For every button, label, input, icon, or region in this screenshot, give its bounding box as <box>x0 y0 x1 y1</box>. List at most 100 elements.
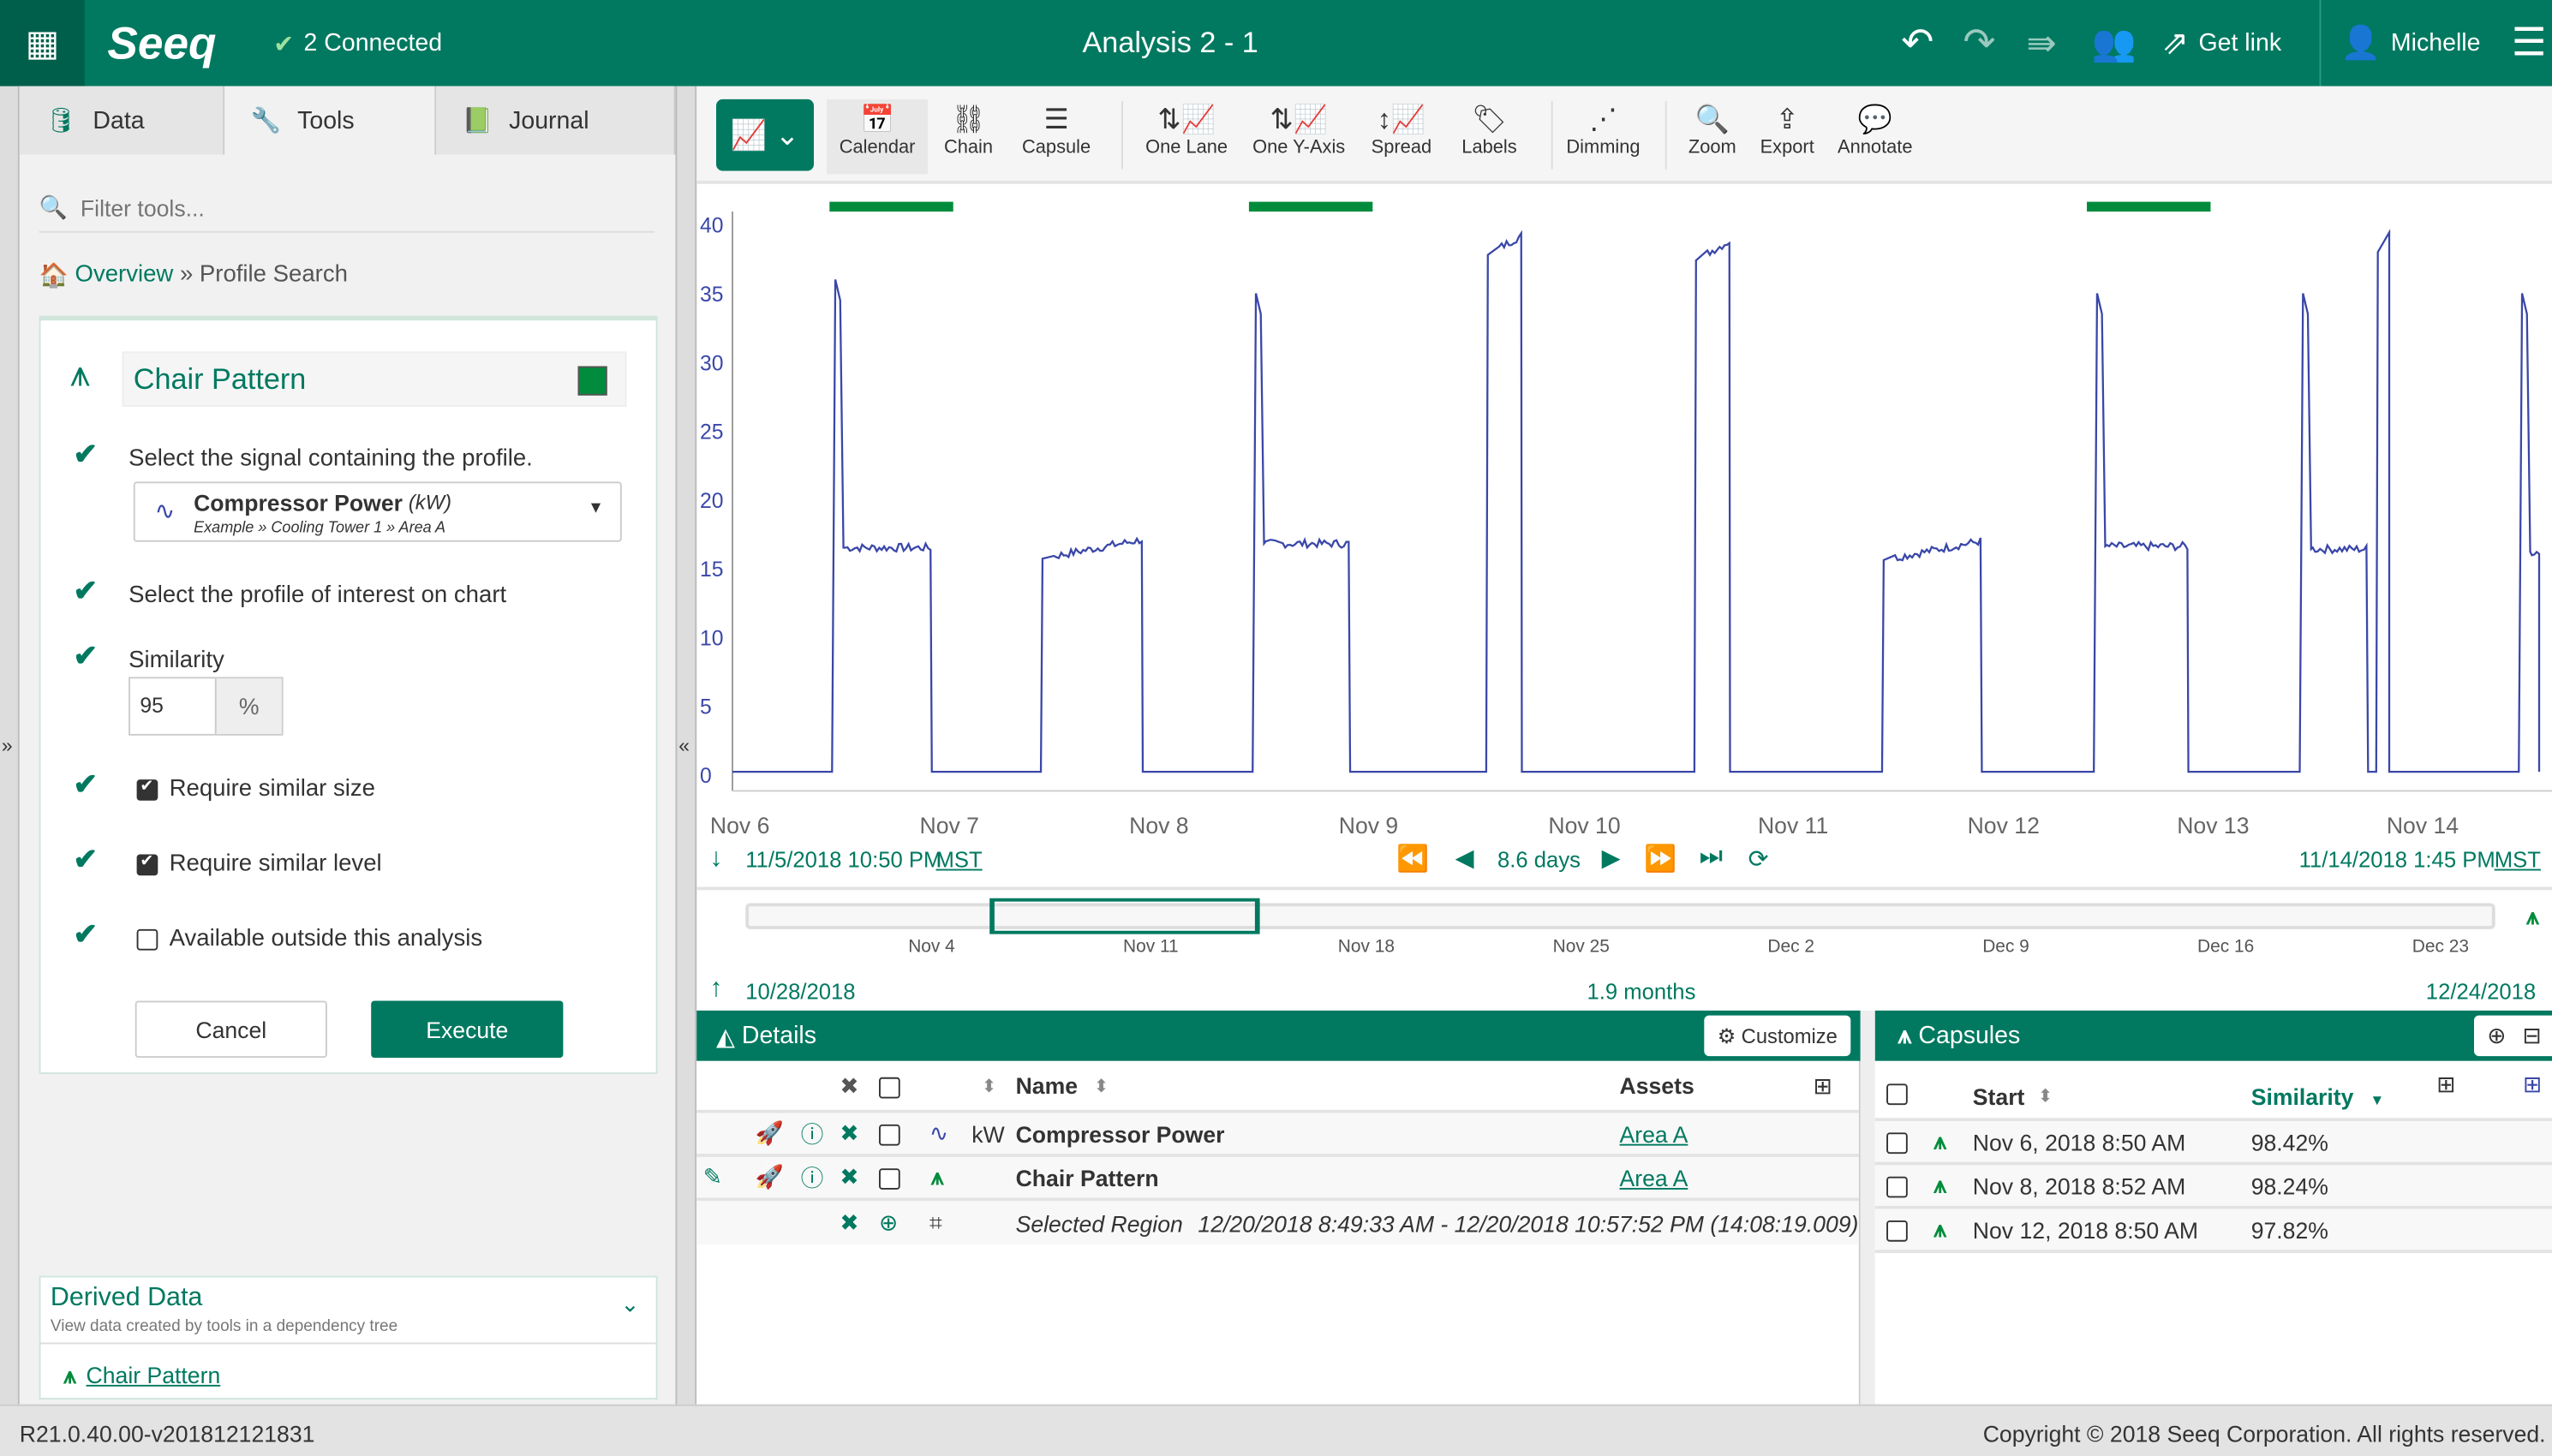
table-row[interactable]: 🚀 ⓘ ✖ ∿ kW Compressor Power Area A <box>696 1113 1859 1157</box>
toolbar-calendar-button[interactable]: 📅 Calendar <box>839 104 916 158</box>
remove-all-icon[interactable]: ✖ <box>840 1071 859 1098</box>
redo-all-icon[interactable]: ⇛ <box>2026 21 2057 63</box>
cancel-button[interactable]: Cancel <box>134 1000 327 1058</box>
outside-analysis-checkbox[interactable] <box>136 928 158 951</box>
capsule-bar <box>2087 201 2211 212</box>
tab-data[interactable]: 🛢 Data <box>19 86 225 155</box>
toolbar-export-button[interactable]: ⇪ Export <box>1760 104 1814 158</box>
navigator-track[interactable] <box>745 903 2495 929</box>
redo-icon[interactable]: ↷ <box>1963 21 1996 66</box>
tool-name-input[interactable]: Chair Pattern <box>122 351 627 407</box>
app-grid-icon[interactable]: ▦ <box>0 0 85 87</box>
panel-divider[interactable]: « <box>675 86 697 1405</box>
sort-icon[interactable]: ⬍ <box>981 1076 997 1096</box>
toolbar-capsule-button[interactable]: ☰ Capsule <box>1021 104 1091 158</box>
toolbar-labels-button[interactable]: 🏷 Labels <box>1461 104 1517 158</box>
duration[interactable]: 8.6 days <box>1497 847 1581 873</box>
crop-icon[interactable]: ⌗ <box>929 1208 942 1236</box>
capsule-row[interactable]: ⩚ Nov 8, 2018 8:52 AM 98.24% <box>1874 1165 2552 1209</box>
expand-icon[interactable]: » <box>1 733 13 757</box>
toolbar-spread-button[interactable]: ↕📈 Spread <box>1371 104 1432 158</box>
info-icon[interactable]: ⓘ <box>800 1164 824 1190</box>
y-tick-label: 25 <box>700 421 723 445</box>
calendar-icon: 📅 <box>859 104 895 135</box>
toolbar-zoom-button[interactable]: 🔍 Zoom <box>1688 104 1736 158</box>
step-back-far-icon[interactable]: ⏪ <box>1396 846 1430 874</box>
row-checkbox[interactable] <box>879 1124 900 1146</box>
tab-tools[interactable]: 🔧 Tools <box>224 86 437 155</box>
execute-button[interactable]: Execute <box>371 1000 564 1058</box>
end-time[interactable]: 11/14/2018 1:45 PM <box>2298 847 2495 873</box>
sort-icon[interactable]: ⬍ <box>2037 1087 2053 1107</box>
toolbar-one-y-axis-button[interactable]: ⇅📈 One Y-Axis <box>1252 104 1346 158</box>
undo-icon[interactable]: ↶ <box>1901 21 1934 66</box>
row-checkbox[interactable] <box>1886 1220 1908 1242</box>
require-level-checkbox[interactable] <box>136 853 158 876</box>
toolbar-one-lane-button[interactable]: ⇅📈 One Lane <box>1145 104 1228 158</box>
hamburger-menu-icon[interactable]: ☰ <box>2511 21 2547 66</box>
toolbar-dimming-button[interactable]: ⋰ Dimming <box>1566 104 1641 158</box>
add-column-icon[interactable]: ⊞ <box>2436 1071 2456 1097</box>
breadcrumb-overview[interactable]: Overview <box>75 261 174 289</box>
sort-icon[interactable]: ⬍ <box>1093 1076 1109 1096</box>
sort-desc-icon[interactable]: ▼ <box>2370 1090 2385 1107</box>
minimize-icon[interactable]: ⊟ <box>2522 1022 2542 1048</box>
signal-select[interactable]: ∿ Compressor Power (kW) Example » Coolin… <box>133 481 622 542</box>
capsule-zoom-buttons[interactable]: ⊕ ⊟ <box>2474 1015 2552 1057</box>
info-icon[interactable]: ⓘ <box>800 1120 824 1147</box>
color-picker[interactable] <box>577 366 607 396</box>
remove-icon[interactable]: ✖ <box>840 1163 859 1190</box>
one-lane-icon: ⇅📈 <box>1157 104 1216 135</box>
user-menu[interactable]: 👤 Michelle <box>2319 0 2480 87</box>
capsule-row[interactable]: ⩚ Nov 6, 2018 8:50 AM 98.42% <box>1874 1121 2552 1166</box>
get-link-button[interactable]: ⇗ Get link <box>2161 0 2281 87</box>
table-row[interactable]: ✎ 🚀 ⓘ ✖ ⩚ Chair Pattern Area A <box>696 1156 1859 1202</box>
select-all-checkbox[interactable] <box>1886 1083 1908 1106</box>
analysis-title[interactable]: Analysis 2 - 1 <box>1082 26 1258 59</box>
capsule-row[interactable]: ⩚ Nov 12, 2018 8:50 AM 97.82% <box>1874 1208 2552 1253</box>
view-selector-button[interactable]: 📈 ⌄ <box>716 98 814 171</box>
connection-status[interactable]: ✔ 2 Connected <box>273 29 443 58</box>
gears-icon: ⚙ <box>1717 1025 1736 1048</box>
refresh-icon[interactable]: ⟳ <box>1748 846 1769 874</box>
similarity-input[interactable]: 95 % <box>128 677 284 736</box>
derived-item[interactable]: ⩚ Chair Pattern <box>63 1362 221 1388</box>
add-column-icon[interactable]: ⊞ <box>1813 1071 1832 1098</box>
arrow-up-icon[interactable]: ↑ <box>709 975 723 1003</box>
filter-tools[interactable]: 🔍 <box>39 184 654 233</box>
check-icon: ✔ <box>73 574 99 607</box>
filter-tools-input[interactable] <box>80 194 569 221</box>
step-forward-icon[interactable]: ▶ <box>1601 844 1621 873</box>
toolbar-chain-button[interactable]: ⛓ Chain <box>943 104 994 158</box>
jump-to-now-icon[interactable]: ⏭ <box>1699 843 1723 871</box>
navigator-tick: Nov 4 <box>908 937 955 958</box>
step-back-icon[interactable]: ◀ <box>1455 844 1474 873</box>
add-column-icon[interactable]: ⊞ <box>2523 1071 2543 1097</box>
row-checkbox[interactable] <box>1886 1176 1908 1198</box>
trend-chart[interactable]: 0 5 10 15 20 25 30 35 40 Nov 6 Nov 7 Nov 8 Nov 9 Nov … <box>696 188 2552 887</box>
edit-icon[interactable]: ✎ <box>702 1163 723 1190</box>
row-checkbox[interactable] <box>1886 1132 1908 1155</box>
rocket-icon[interactable]: 🚀 <box>755 1163 784 1190</box>
select-all-checkbox[interactable] <box>879 1077 900 1099</box>
remove-icon[interactable]: ✖ <box>840 1208 859 1236</box>
chevron-down-icon[interactable]: ⌄ <box>620 1290 640 1317</box>
panel-splitter[interactable] <box>1860 1010 1875 1405</box>
step-forward-far-icon[interactable]: ⏩ <box>1644 846 1676 874</box>
zoom-in-icon[interactable]: ⊕ <box>879 1208 899 1236</box>
collapse-icon[interactable]: « <box>678 733 690 757</box>
tab-journal[interactable]: 📗 Journal <box>436 86 676 155</box>
y-tick-label: 20 <box>700 490 723 513</box>
users-icon[interactable]: 👥 <box>2091 21 2137 63</box>
zoom-in-icon[interactable]: ⊕ <box>2487 1022 2507 1048</box>
remove-icon[interactable]: ✖ <box>840 1119 859 1146</box>
row-checkbox[interactable] <box>879 1168 900 1190</box>
customize-button[interactable]: ⚙ Customize <box>1704 1015 1851 1057</box>
toolbar-annotate-button[interactable]: 💬 Annotate <box>1838 104 1913 158</box>
navigator-tick: Nov 25 <box>1552 937 1610 958</box>
start-time[interactable]: 11/5/2018 10:50 PM <box>745 847 942 873</box>
require-size-checkbox[interactable] <box>136 778 158 801</box>
arrow-down-icon[interactable]: ↓ <box>709 844 723 873</box>
navigator-window[interactable] <box>989 898 1260 934</box>
rocket-icon[interactable]: 🚀 <box>755 1119 784 1146</box>
